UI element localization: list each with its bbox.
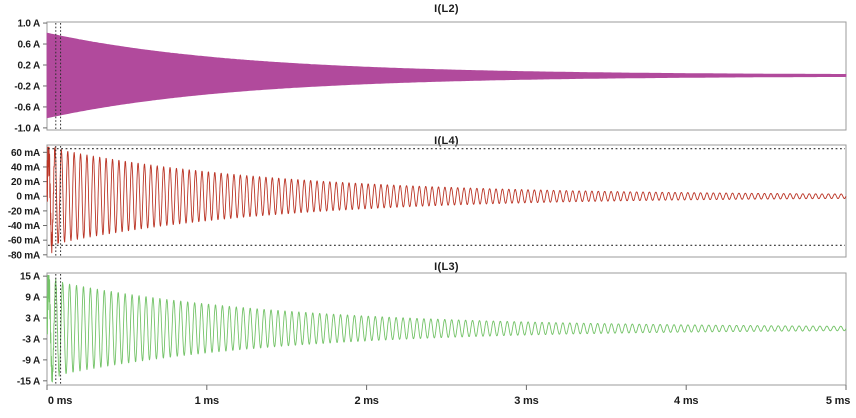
x-tick-label: 1 ms xyxy=(195,395,219,407)
y-tick-label: 0.2 A xyxy=(17,60,40,71)
y-tick-label: 40 mA xyxy=(11,162,40,173)
y-tick-label: 0.6 A xyxy=(17,40,40,51)
y-tick-label: -0.2 A xyxy=(14,81,40,92)
y-tick-label: 1.0 A xyxy=(17,19,40,30)
waveform-il4 xyxy=(46,146,847,254)
y-tick-label: -15 A xyxy=(17,376,40,387)
plot-frame-il4 xyxy=(46,144,847,258)
x-tick-label: 0 ms xyxy=(48,395,72,407)
x-tick-label: 2 ms xyxy=(354,395,378,407)
y-tick-label: -3 A xyxy=(22,334,40,345)
y-tick-label: 0 mA xyxy=(16,192,40,203)
y-tick-label: -20 mA xyxy=(8,206,40,217)
y-tick-label: -40 mA xyxy=(8,221,40,232)
x-tick-label: 5 ms xyxy=(826,395,850,407)
x-tick-label: 3 ms xyxy=(514,395,538,407)
y-tick-label: -1.0 A xyxy=(14,123,40,134)
y-tick-label: 15 A xyxy=(20,272,40,283)
y-tick-label: -0.6 A xyxy=(14,102,40,113)
y-tick-label: 20 mA xyxy=(11,177,40,188)
y-tick-label: 3 A xyxy=(25,314,40,325)
y-tick-label: 60 mA xyxy=(11,148,40,159)
waveform-il3 xyxy=(46,274,847,383)
y-tick-label: 9 A xyxy=(25,293,40,304)
y-tick-label: -9 A xyxy=(22,355,40,366)
waveform-il2 xyxy=(46,32,847,119)
y-tick-label: -60 mA xyxy=(8,236,40,247)
x-tick-label: 4 ms xyxy=(674,395,698,407)
plot-title-il4: I(L4) xyxy=(434,135,459,147)
plot-title-il2: I(L2) xyxy=(434,3,459,15)
y-tick-label: -80 mA xyxy=(8,250,40,261)
plot-title-il3: I(L3) xyxy=(434,261,459,273)
